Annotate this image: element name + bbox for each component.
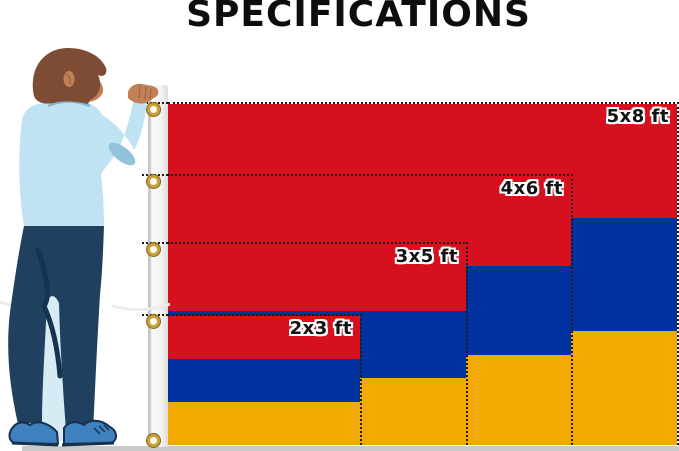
- flag-size-label-2x3: 2x3 ft: [289, 318, 352, 339]
- person-finger-lines: [138, 85, 152, 100]
- flag-size-label-3x5: 3x5 ft: [395, 246, 458, 267]
- person-left-shoe: [8, 421, 59, 445]
- person-pants-crease: [35, 247, 63, 379]
- background-sketch-line: [111, 302, 170, 311]
- person-elbow-shade: [108, 142, 136, 166]
- page-title: SPECIFICATIONS: [186, 0, 531, 35]
- grommet-icon: [147, 103, 160, 116]
- stripe-red: [168, 316, 360, 359]
- grommet-icon: [147, 243, 160, 256]
- grommet-icon: [147, 175, 160, 188]
- person-ear: [63, 71, 75, 87]
- shoe-lace-lines: [93, 424, 110, 435]
- person-shirt: [19, 97, 147, 226]
- shoe-soles: [11, 441, 115, 447]
- grommet-icon: [147, 315, 160, 328]
- person-collar-line: [47, 100, 91, 108]
- stripe-red: [168, 244, 466, 311]
- stripe-orange: [168, 402, 360, 445]
- person-ear-line: [65, 73, 71, 85]
- flag-size-label-4x6: 4x6 ft: [500, 178, 563, 199]
- person-right-shoe: [63, 419, 118, 445]
- person-illustration: [0, 48, 170, 447]
- person-pants: [8, 226, 105, 432]
- stripe-blue: [168, 359, 360, 402]
- person-hand: [128, 83, 159, 104]
- flag-2x3: 2x3 ft: [168, 314, 362, 445]
- flag-size-label-5x8: 5x8 ft: [606, 106, 669, 127]
- floor-line: [22, 446, 679, 451]
- grommet-icon: [147, 434, 160, 447]
